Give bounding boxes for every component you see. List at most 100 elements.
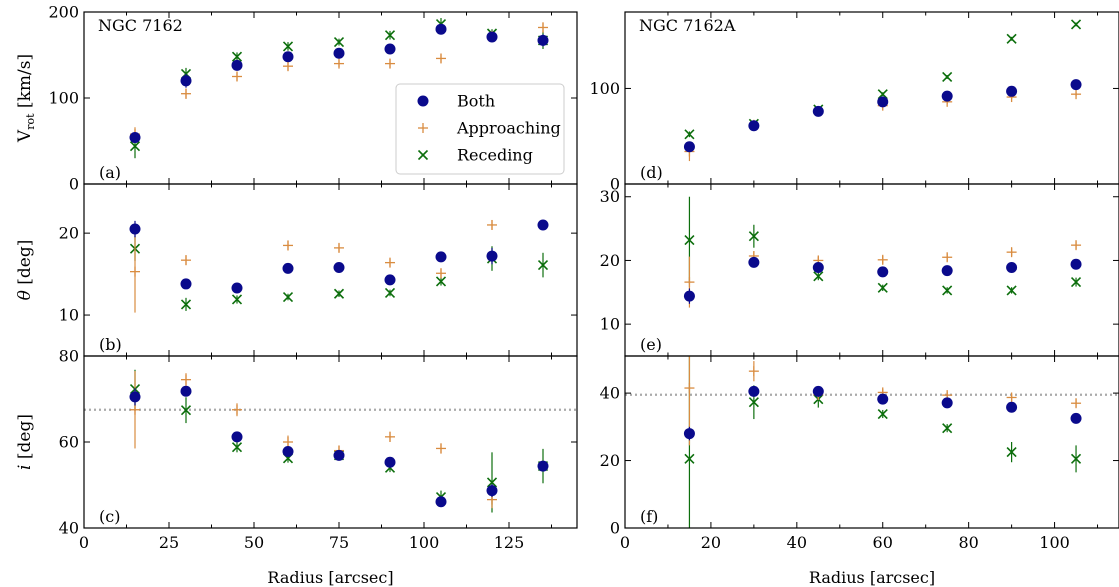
both-marker	[435, 496, 447, 508]
both-marker	[129, 132, 141, 144]
x-axis-label: Radius [arcsec]	[267, 568, 393, 587]
y-tick-label: 0	[610, 175, 620, 194]
approaching-marker	[436, 53, 446, 64]
receding-marker	[384, 30, 396, 41]
both-marker	[812, 105, 824, 117]
both-marker	[435, 251, 447, 263]
receding-marker	[942, 423, 953, 434]
x-tick-label: 40	[787, 533, 807, 552]
y-tick-label: 80	[59, 347, 79, 366]
approaching-marker	[130, 266, 140, 277]
axes-frame	[624, 183, 1119, 357]
plot-area	[129, 18, 549, 159]
receding-marker	[1070, 19, 1082, 30]
both-marker	[748, 120, 760, 132]
both-marker	[537, 219, 549, 231]
approaching-marker	[748, 366, 759, 377]
axes-frame	[624, 11, 1119, 185]
y-tick-label: 20	[59, 224, 79, 243]
both-marker	[282, 51, 294, 63]
x-tick-label: 125	[494, 533, 525, 552]
x-axis-label: Radius [arcsec]	[809, 568, 935, 587]
y-tick-label: 100	[48, 89, 79, 108]
receding-marker	[877, 282, 888, 293]
both-marker	[748, 256, 760, 268]
approaching-marker	[538, 22, 548, 33]
series-receding	[684, 196, 1082, 296]
approaching-marker	[181, 374, 191, 385]
receding-marker	[1006, 447, 1017, 458]
both-marker	[941, 265, 953, 277]
both-marker	[1006, 401, 1018, 413]
y-tick-label: 200	[48, 3, 79, 22]
both-marker	[486, 250, 498, 262]
receding-marker	[877, 408, 888, 420]
plot-area	[625, 356, 1119, 528]
panel-c: 0 25 50 75 100 125 40 60 80 (c) Radius [arcsec] i […	[15, 347, 578, 587]
axes-frame	[83, 355, 578, 529]
receding-marker	[1006, 33, 1017, 44]
y-axis-label: Vrot [km/s]	[15, 54, 37, 143]
plot-area	[683, 19, 1082, 162]
receding-marker	[282, 41, 294, 52]
y-tick-label: 0	[610, 519, 620, 538]
series-both	[129, 385, 549, 508]
x-tick-label: 100	[1039, 533, 1070, 552]
panel-tag: (e)	[640, 335, 662, 354]
approaching-marker	[385, 257, 395, 268]
series-both	[683, 256, 1082, 304]
receding-marker	[435, 276, 447, 287]
series-both	[129, 23, 549, 144]
receding-marker	[813, 271, 824, 282]
both-marker	[180, 385, 192, 397]
y-tick-label: 10	[600, 315, 620, 334]
both-marker	[877, 266, 889, 278]
both-marker	[1006, 85, 1018, 97]
approaching-marker	[232, 404, 242, 415]
receding-marker	[231, 51, 243, 62]
y-tick-label: 10	[59, 306, 79, 325]
approaching-marker	[1006, 392, 1017, 403]
plot-area	[683, 196, 1082, 308]
both-marker	[282, 445, 294, 457]
series-approaching	[130, 219, 497, 313]
receding-marker	[333, 37, 345, 48]
approaching-marker	[1071, 240, 1082, 251]
approaching-marker	[283, 437, 293, 447]
legend-label: Approaching	[456, 119, 561, 138]
approaching-marker	[684, 383, 695, 394]
approaching-marker	[130, 404, 140, 415]
both-marker	[683, 428, 695, 440]
y-tick-label: 40	[600, 384, 620, 403]
both-marker	[683, 141, 695, 153]
panel-d: 0 100 (d) NGC 7162A	[589, 11, 1119, 194]
both-marker	[812, 385, 824, 397]
both-marker	[231, 431, 243, 443]
y-tick-label: 30	[600, 187, 620, 206]
receding-marker	[231, 442, 243, 453]
receding-marker	[231, 294, 243, 305]
x-tick-label: 80	[958, 533, 978, 552]
panel-tag: (c)	[99, 507, 120, 526]
approaching-marker	[1006, 247, 1017, 258]
both-marker	[486, 485, 498, 497]
series-receding	[684, 19, 1082, 140]
both-marker	[748, 385, 760, 397]
x-tick-label: 75	[329, 533, 349, 552]
series-both	[129, 219, 549, 294]
approaching-marker	[334, 242, 344, 253]
series-approaching	[684, 356, 1082, 446]
both-marker	[333, 47, 345, 59]
receding-marker	[486, 477, 498, 488]
approaching-marker	[385, 58, 395, 69]
receding-marker	[417, 149, 429, 161]
approaching-marker	[418, 123, 428, 133]
both-marker	[333, 262, 345, 274]
receding-marker	[180, 299, 192, 310]
x-tick-label: 0	[79, 533, 89, 552]
x-tick-label: 60	[873, 533, 893, 552]
x-tick-label: 25	[159, 533, 179, 552]
both-marker	[486, 31, 498, 43]
both-marker	[180, 278, 192, 290]
